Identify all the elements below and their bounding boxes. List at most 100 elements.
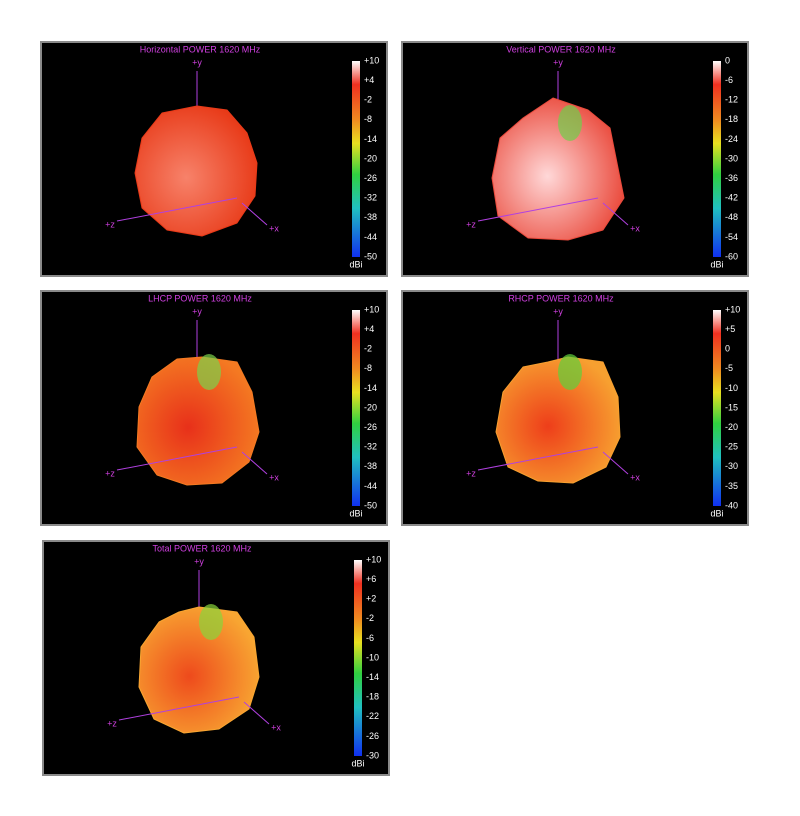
scale-label: -20	[364, 153, 377, 163]
scale-label: -22	[366, 711, 379, 721]
radiation-pattern	[138, 606, 260, 734]
scale-label: +10	[364, 304, 379, 314]
scale-label: -44	[364, 232, 377, 242]
radiation-pattern	[136, 356, 260, 486]
axis-line	[602, 451, 629, 475]
scale-label: -30	[725, 461, 738, 471]
panel-title: Total POWER 1620 MHz	[152, 543, 252, 553]
scale-label: -2	[366, 613, 374, 623]
pattern-panel: LHCP POWER 1620 MHz +y +z +x +10 +4 -2 -8 -14 -20…	[40, 290, 388, 526]
scale-label: -18	[366, 692, 379, 702]
axis-label: +z	[466, 219, 476, 229]
pattern-panel: Horizontal POWER 1620 MHz +y +z +x +10 +4 -2 -8…	[40, 41, 388, 277]
scale-unit: dBi	[349, 508, 362, 518]
scale-label: -5	[725, 363, 733, 373]
scale-label: -6	[725, 75, 733, 85]
scale-label: -60	[725, 251, 738, 261]
scale-label: -50	[364, 500, 377, 510]
scale-label: +2	[366, 594, 376, 604]
radiation-pattern	[491, 97, 625, 241]
scale-label: -48	[725, 212, 738, 222]
axis-label: +x	[271, 722, 281, 732]
scale-label: -26	[364, 173, 377, 183]
scale-label: -38	[364, 212, 377, 222]
axis-line	[116, 446, 238, 471]
pattern-panel: RHCP POWER 1620 MHz +y +z +x +10 +5 0 -5 -10 -15 -…	[401, 290, 749, 526]
scale-label: -2	[364, 95, 372, 105]
panel-title: Horizontal POWER 1620 MHz	[140, 44, 261, 54]
scale-label: -20	[725, 422, 738, 432]
axis-label: +x	[269, 223, 279, 233]
pattern-highlight	[558, 354, 582, 390]
scale-label: -26	[364, 422, 377, 432]
scale-unit: dBi	[710, 508, 723, 518]
color-scale	[352, 310, 360, 506]
radiation-pattern	[495, 356, 621, 484]
scale-label: 0	[725, 55, 730, 65]
scale-label: -14	[364, 134, 377, 144]
pattern-panel: Vertical POWER 1620 MHz +y +z +x 0 -6 -12 -18 -2…	[401, 41, 749, 277]
scale-label: -42	[725, 193, 738, 203]
scale-label: +10	[366, 554, 381, 564]
scale-label: -8	[364, 363, 372, 373]
axis-label: +y	[192, 57, 202, 67]
scale-label: -8	[364, 114, 372, 124]
axis-line	[118, 696, 240, 721]
axis-label: +x	[269, 472, 279, 482]
scale-label: -14	[364, 383, 377, 393]
scale-unit: dBi	[349, 259, 362, 269]
axis-label: +y	[194, 556, 204, 566]
scale-unit: dBi	[710, 259, 723, 269]
scale-label: -10	[366, 652, 379, 662]
scale-label: +4	[364, 75, 374, 85]
scale-label: -35	[725, 481, 738, 491]
axis-line	[602, 202, 629, 226]
axis-label: +y	[553, 57, 563, 67]
axis-label: +z	[107, 718, 117, 728]
pattern-panel: Total POWER 1620 MHz +y +z +x +10 +6 +2 -2 -6 -10…	[42, 540, 390, 776]
axis-line	[116, 197, 238, 222]
axis-line	[241, 451, 268, 475]
axis-line	[243, 701, 270, 725]
scale-label: -38	[364, 461, 377, 471]
scale-label: -18	[725, 114, 738, 124]
axis-label: +z	[105, 468, 115, 478]
scale-label: +6	[366, 574, 376, 584]
scale-label: -50	[364, 251, 377, 261]
axis-label: +x	[630, 223, 640, 233]
pattern-highlight	[197, 354, 221, 390]
scale-label: -32	[364, 442, 377, 452]
scale-label: -14	[366, 672, 379, 682]
scale-label: -54	[725, 232, 738, 242]
axis-label: +y	[192, 306, 202, 316]
axis-line	[241, 202, 268, 226]
scale-label: -24	[725, 134, 738, 144]
axis-line	[477, 197, 599, 222]
axis-label: +x	[630, 472, 640, 482]
panel-title: Vertical POWER 1620 MHz	[506, 44, 616, 54]
scale-label: +4	[364, 324, 374, 334]
scale-label: -44	[364, 481, 377, 491]
scale-label: -20	[364, 402, 377, 412]
scale-label: +10	[725, 304, 740, 314]
scale-label: -30	[725, 153, 738, 163]
pattern-highlight	[558, 105, 582, 141]
axis-label: +z	[105, 219, 115, 229]
scale-label: -36	[725, 173, 738, 183]
panel-title: RHCP POWER 1620 MHz	[508, 293, 614, 303]
color-scale	[352, 61, 360, 257]
scale-label: -40	[725, 500, 738, 510]
pattern-highlight	[199, 604, 223, 640]
scale-label: -6	[366, 633, 374, 643]
radiation-pattern	[134, 105, 258, 237]
scale-label: -12	[725, 95, 738, 105]
panel-title: LHCP POWER 1620 MHz	[148, 293, 252, 303]
scale-label: -32	[364, 193, 377, 203]
scale-label: -10	[725, 383, 738, 393]
color-scale	[713, 310, 721, 506]
axis-label: +y	[553, 306, 563, 316]
scale-label: +5	[725, 324, 735, 334]
scale-label: -26	[366, 731, 379, 741]
scale-label: -15	[725, 402, 738, 412]
